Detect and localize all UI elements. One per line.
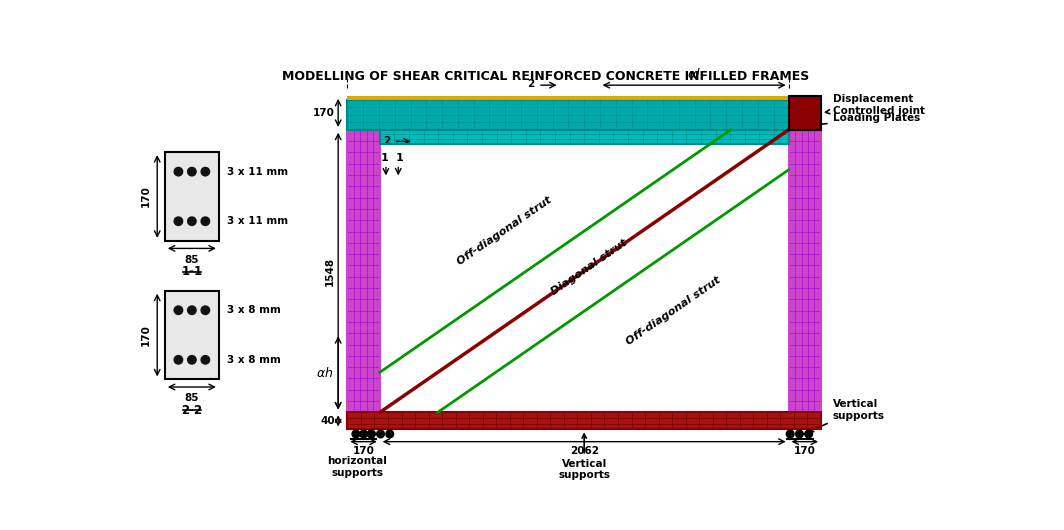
Text: Diagonal strut: Diagonal strut	[549, 237, 629, 297]
Circle shape	[367, 430, 376, 438]
Circle shape	[352, 430, 360, 438]
Bar	[380, 130, 788, 144]
Circle shape	[796, 430, 803, 438]
Circle shape	[786, 430, 794, 438]
Text: 2: 2	[383, 136, 390, 146]
Circle shape	[174, 306, 183, 314]
Text: 2062: 2062	[569, 446, 599, 456]
Text: 3 x 11 mm: 3 x 11 mm	[227, 216, 287, 226]
Text: 2-2: 2-2	[181, 404, 202, 417]
Circle shape	[377, 430, 384, 438]
Text: 2: 2	[527, 80, 534, 90]
Bar	[788, 96, 821, 130]
Text: $\alpha l$: $\alpha l$	[687, 67, 701, 81]
Circle shape	[187, 217, 196, 225]
Circle shape	[367, 430, 376, 438]
Text: 170: 170	[142, 324, 151, 346]
Bar	[165, 152, 219, 241]
Text: MODELLING OF SHEAR CRITICAL REINFORCED CONCRETE INFILLED FRAMES: MODELLING OF SHEAR CRITICAL REINFORCED C…	[282, 70, 809, 83]
Text: Vertical
supports: Vertical supports	[559, 434, 610, 480]
Text: 3 x 8 mm: 3 x 8 mm	[227, 355, 281, 365]
Text: Off-diagonal strut: Off-diagonal strut	[455, 195, 553, 267]
Text: 85: 85	[185, 393, 199, 403]
Bar	[380, 130, 788, 144]
Bar	[165, 291, 219, 379]
Bar	[788, 130, 821, 412]
Text: Loading Plates: Loading Plates	[810, 113, 919, 127]
Circle shape	[174, 356, 183, 364]
Text: $\alpha h$: $\alpha h$	[316, 366, 333, 380]
Text: 170: 170	[352, 446, 375, 456]
Text: horizontal
supports: horizontal supports	[328, 456, 387, 478]
Bar	[348, 100, 821, 130]
Text: Vertical
supports: Vertical supports	[809, 399, 884, 431]
Text: 170: 170	[313, 108, 335, 118]
Circle shape	[386, 430, 394, 438]
Bar	[348, 100, 821, 130]
Circle shape	[187, 356, 196, 364]
Text: Displacement
Controlled joint: Displacement Controlled joint	[826, 94, 925, 116]
Bar	[788, 130, 821, 412]
Text: 1-1: 1-1	[181, 266, 202, 278]
Text: 40: 40	[320, 416, 335, 426]
Circle shape	[187, 306, 196, 314]
Text: 170: 170	[142, 186, 151, 207]
Text: 1: 1	[381, 153, 388, 163]
Circle shape	[174, 167, 183, 176]
Text: 3 x 11 mm: 3 x 11 mm	[227, 166, 287, 176]
Bar	[348, 130, 380, 412]
Circle shape	[201, 217, 210, 225]
Bar	[348, 412, 821, 429]
Circle shape	[201, 167, 210, 176]
Text: 170: 170	[794, 446, 816, 456]
Circle shape	[201, 356, 210, 364]
Bar	[348, 130, 380, 412]
Text: 1548: 1548	[326, 257, 335, 286]
Text: 85: 85	[185, 254, 199, 264]
Bar	[348, 96, 821, 100]
Text: Off-diagonal strut: Off-diagonal strut	[625, 275, 722, 347]
Circle shape	[201, 306, 210, 314]
Circle shape	[174, 217, 183, 225]
Bar	[348, 412, 821, 429]
Text: 1: 1	[396, 153, 403, 163]
Circle shape	[360, 430, 367, 438]
Text: 3 x 8 mm: 3 x 8 mm	[227, 305, 281, 315]
Circle shape	[187, 167, 196, 176]
Circle shape	[804, 430, 813, 438]
